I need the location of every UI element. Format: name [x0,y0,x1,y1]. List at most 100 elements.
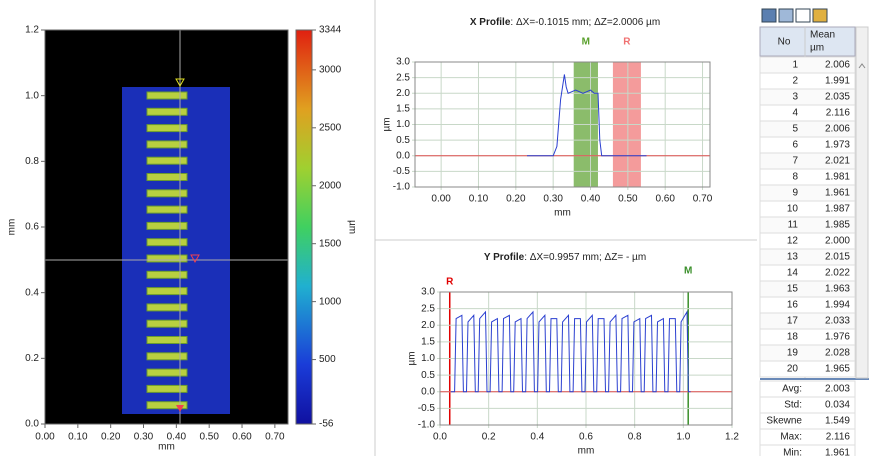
scroll-arrow[interactable] [858,63,866,69]
y-tick-label: -1.0 [393,182,411,193]
row-number: 9 [792,188,798,199]
row-number: 8 [792,172,798,183]
mean-value: 2.022 [825,268,850,279]
tool-button[interactable] [812,8,828,23]
colorbar-tick-label: 3344 [319,25,342,36]
feature-stripe [146,124,188,133]
y-tick-label: 0.2 [25,353,39,364]
row-number: 10 [787,204,799,215]
profile-title-detail: : ΔX=0.9957 mm; ΔZ= - µm [524,252,646,263]
y-tick-label: -0.5 [418,403,436,414]
scrollbar[interactable] [855,26,869,379]
row-number: 18 [787,332,799,343]
x-axis-label: mm [158,442,175,453]
mean-value: 2.015 [825,252,850,263]
tool-button[interactable] [761,8,777,23]
stats-row [759,444,856,456]
tool-button[interactable] [795,8,811,23]
y-tick-label: 0.8 [25,156,39,167]
feature-stripe [146,270,188,279]
y-tick-label: 1.5 [396,104,410,115]
x-tick-label: 0.00 [35,432,55,443]
colorbar-tick-label: 1000 [319,296,342,307]
feature-stripe [146,156,188,165]
x-tick-label: 0.20 [506,194,526,205]
mean-value: 1.973 [825,140,850,151]
y-tick-label: 3.0 [396,57,410,68]
x-tick-label: 0.40 [581,194,601,205]
stat-value: 0.034 [825,400,850,411]
y-tick-label: 0.0 [396,150,410,161]
mean-value: 1.981 [825,172,850,183]
row-number: 20 [787,364,799,375]
marker-label: R [446,277,454,288]
y-tick-label: 0.5 [421,370,435,381]
stat-name: Skewne [766,416,802,427]
tool-button[interactable] [778,8,794,23]
x-tick-label: 0.60 [655,194,675,205]
profile-title-detail: : ΔX=-0.1015 mm; ΔZ=2.0006 µm [510,17,660,28]
row-number: 4 [792,108,798,119]
row-number: 14 [787,268,799,279]
cursor-marker [175,78,185,88]
table-row [759,360,856,378]
row-number: 11 [788,220,799,231]
y-tick-label: 1.2 [25,25,39,36]
x-tick-label: 0.40 [167,432,187,443]
y-tick-label: 1.0 [396,119,410,130]
x-tick-label: 0.60 [232,432,252,443]
mean-value: 2.021 [825,156,850,167]
x-tick-label: 0.70 [693,194,713,205]
feature-stripe [146,205,188,214]
x-tick-label: 0.20 [101,432,121,443]
stat-name: Std: [784,400,802,411]
x-tick-label: 0.30 [543,194,563,205]
mean-value: 2.033 [825,316,850,327]
colorbar-tick-label: -56 [319,419,334,430]
mean-value: 2.028 [825,348,850,359]
y-tick-label: 0.6 [25,222,39,233]
marker-label: R [623,37,631,48]
x-tick-label: 0.0 [433,432,447,443]
mean-value: 1.991 [825,76,850,87]
mean-value: 1.976 [825,332,850,343]
profile-title: Y Profile: ΔX=0.9957 mm; ΔZ= - µm [484,252,646,263]
y-tick-label: 2.5 [421,303,435,314]
row-number: 19 [787,348,799,359]
feature-stripe [146,336,188,344]
plot-frame [439,291,733,426]
row-number: 7 [792,156,798,167]
y-tick-label: -1.0 [418,420,436,431]
row-number: 6 [792,140,798,151]
y-tick-label: -0.5 [393,166,411,177]
plot-frame [414,61,711,188]
x-tick-label: 0.8 [628,432,642,443]
feature-stripe [146,303,188,312]
row-number: 2 [792,76,798,87]
colorbar-tick-label: 1500 [319,238,342,249]
y-tick-label: 3.0 [421,287,435,298]
x-tick-label: 0.6 [579,432,593,443]
x-tick-label: 1.2 [725,432,739,443]
colorbar-label: µm [346,220,357,234]
mean-value: 2.035 [825,92,850,103]
feature-stripe [146,91,188,100]
colorbar [295,29,313,425]
x-tick-label: 0.50 [618,194,638,205]
x-tick-label: 0.50 [199,432,219,443]
row-number: 16 [787,300,799,311]
toolbar [761,8,828,23]
x-tick-label: 0.30 [134,432,154,443]
mean-value: 1.961 [825,188,850,199]
header-cell: No [778,37,791,48]
mean-value: 2.116 [826,108,851,119]
y-tick-label: 0.0 [421,386,435,397]
y-tick-label: 2.0 [421,320,435,331]
y-axis-label: µm [382,117,393,131]
colorbar-tick-label: 500 [319,354,336,365]
y-tick-label: 0.5 [396,135,410,146]
row-number: 15 [787,284,799,295]
stat-value: 1.961 [825,448,850,456]
colorbar-tick-label: 2000 [319,180,342,191]
